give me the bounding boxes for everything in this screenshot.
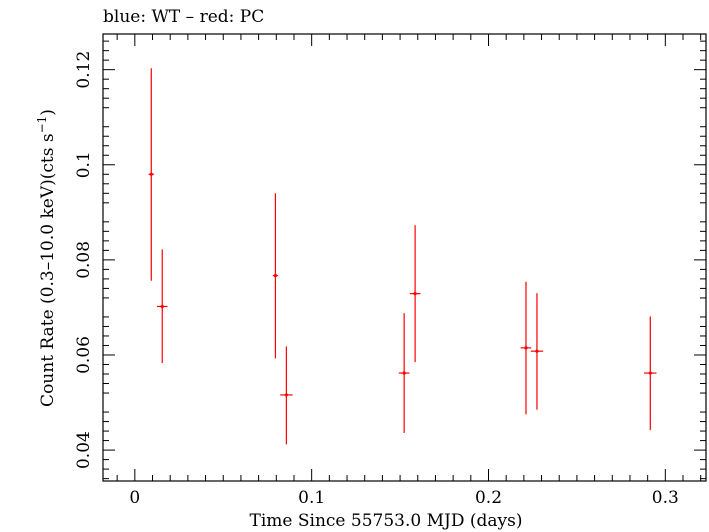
data-point [156, 249, 168, 364]
y-axis-label-exponent: −1 [35, 116, 49, 134]
plot-frame [102, 33, 707, 482]
point-marker [160, 304, 164, 309]
y-axis-label-end: ) [38, 109, 58, 116]
x-tick-label: 0 [129, 488, 140, 508]
point-marker [284, 393, 288, 397]
y-axis-label-main: Count Rate (0.3–10.0 keV)(cts s [38, 133, 58, 407]
y-axis-label: Count Rate (0.3–10.0 keV)(cts s−1) [35, 109, 58, 407]
point-marker [273, 273, 278, 278]
x-axis-label: Time Since 55753.0 MJD (days) [250, 511, 523, 531]
data-point [398, 313, 410, 433]
point-marker [413, 292, 417, 296]
y-tick-label: 0.12 [74, 51, 94, 89]
point-marker [535, 349, 539, 353]
x-tick-label: 0.1 [298, 488, 325, 508]
data-point [520, 281, 532, 415]
data-point [530, 293, 544, 410]
data-point [272, 193, 279, 359]
data-point [148, 68, 154, 281]
data-points [148, 68, 657, 445]
y-tick-label: 0.08 [74, 241, 94, 279]
data-point [644, 316, 657, 431]
point-marker [648, 371, 652, 375]
data-point [409, 225, 421, 363]
tick-labels: 0 0.1 0.2 0.3 0.04 0.06 0.08 0.1 0.12 [74, 51, 679, 508]
point-marker [402, 371, 406, 375]
data-point [280, 346, 293, 445]
point-marker [149, 172, 153, 176]
x-tick-label: 0.2 [475, 488, 502, 508]
point-marker [524, 346, 528, 350]
y-tick-label: 0.06 [74, 336, 94, 374]
chart-title: blue: WT – red: PC [103, 7, 264, 27]
x-tick-label: 0.3 [652, 488, 679, 508]
axis-ticks [103, 34, 706, 481]
y-tick-label: 0.04 [74, 431, 94, 469]
y-tick-label: 0.1 [74, 151, 94, 178]
